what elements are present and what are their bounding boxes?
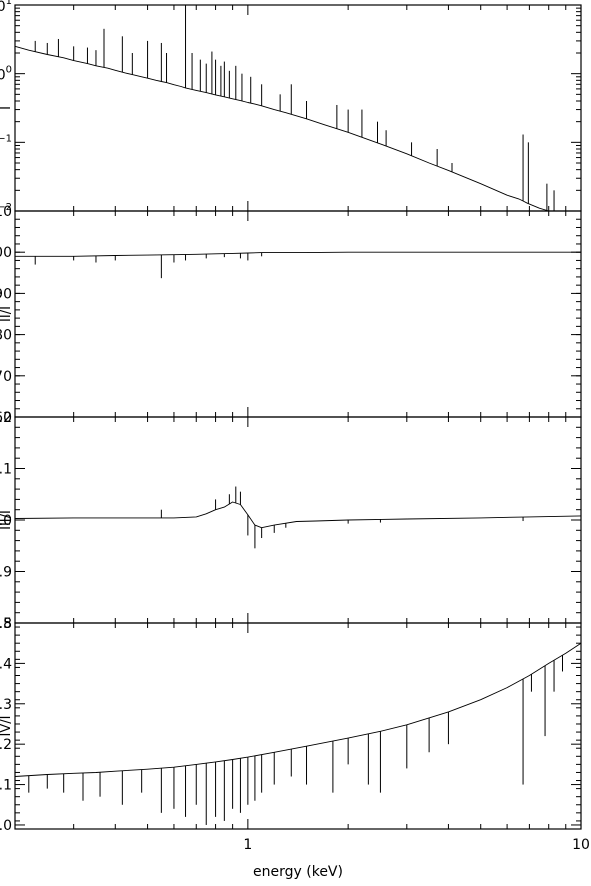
y-tick-label: 0.0 <box>0 818 12 834</box>
y-axis-label: II/I <box>0 306 14 322</box>
y-axis-label: IV/I <box>0 716 14 737</box>
x-tick-label: 1 <box>243 837 252 853</box>
y-tick-label: 1.2 <box>0 410 12 426</box>
y-tick-label: 0.2 <box>0 737 12 753</box>
x-tick-label: 10 <box>572 837 590 853</box>
y-tick-label: 0.90 <box>0 286 12 302</box>
y-axis-label: I <box>0 106 14 110</box>
y-tick-label: 10−2 <box>0 202 12 221</box>
series-line <box>14 501 582 529</box>
y-tick-label: 1.0 <box>0 513 12 529</box>
y-tick-label: 100 <box>0 65 12 84</box>
y-tick-base: 10 <box>0 0 6 15</box>
y-tick-label: 1.10 <box>0 204 12 220</box>
y-tick-label: 1.1 <box>0 462 12 478</box>
series-line <box>14 45 581 212</box>
x-axis-label: energy (keV) <box>253 864 343 880</box>
panel-frame <box>14 210 582 418</box>
y-tick-base: 10 <box>0 68 6 84</box>
series-line <box>15 251 581 257</box>
y-tick-label: 0.1 <box>0 778 12 794</box>
y-tick-label: 10−1 <box>0 133 12 152</box>
panel-frame <box>14 416 582 624</box>
panel-frame <box>14 622 582 830</box>
y-tick-label: 0.5 <box>0 616 12 632</box>
y-tick-label: 0.80 <box>0 328 12 344</box>
y-tick-exponent: −2 <box>0 202 12 213</box>
y-axis-label: III/I <box>0 510 14 530</box>
y-tick-label: 0.8 <box>0 616 12 632</box>
y-tick-label: 0.70 <box>0 369 12 385</box>
y-tick-label: 0.60 <box>0 410 12 426</box>
y-tick-exponent: 0 <box>6 65 12 76</box>
y-tick-exponent: 1 <box>6 0 12 7</box>
y-tick-label: 1.00 <box>0 245 12 261</box>
y-tick-exponent: −1 <box>0 133 12 144</box>
y-tick-label: 0.9 <box>0 565 12 581</box>
panel-frame <box>14 4 582 212</box>
series-line <box>14 642 582 777</box>
y-tick-label: 0.4 <box>0 656 12 672</box>
y-tick-label: 101 <box>0 0 12 15</box>
y-tick-label: 0.3 <box>0 697 12 713</box>
